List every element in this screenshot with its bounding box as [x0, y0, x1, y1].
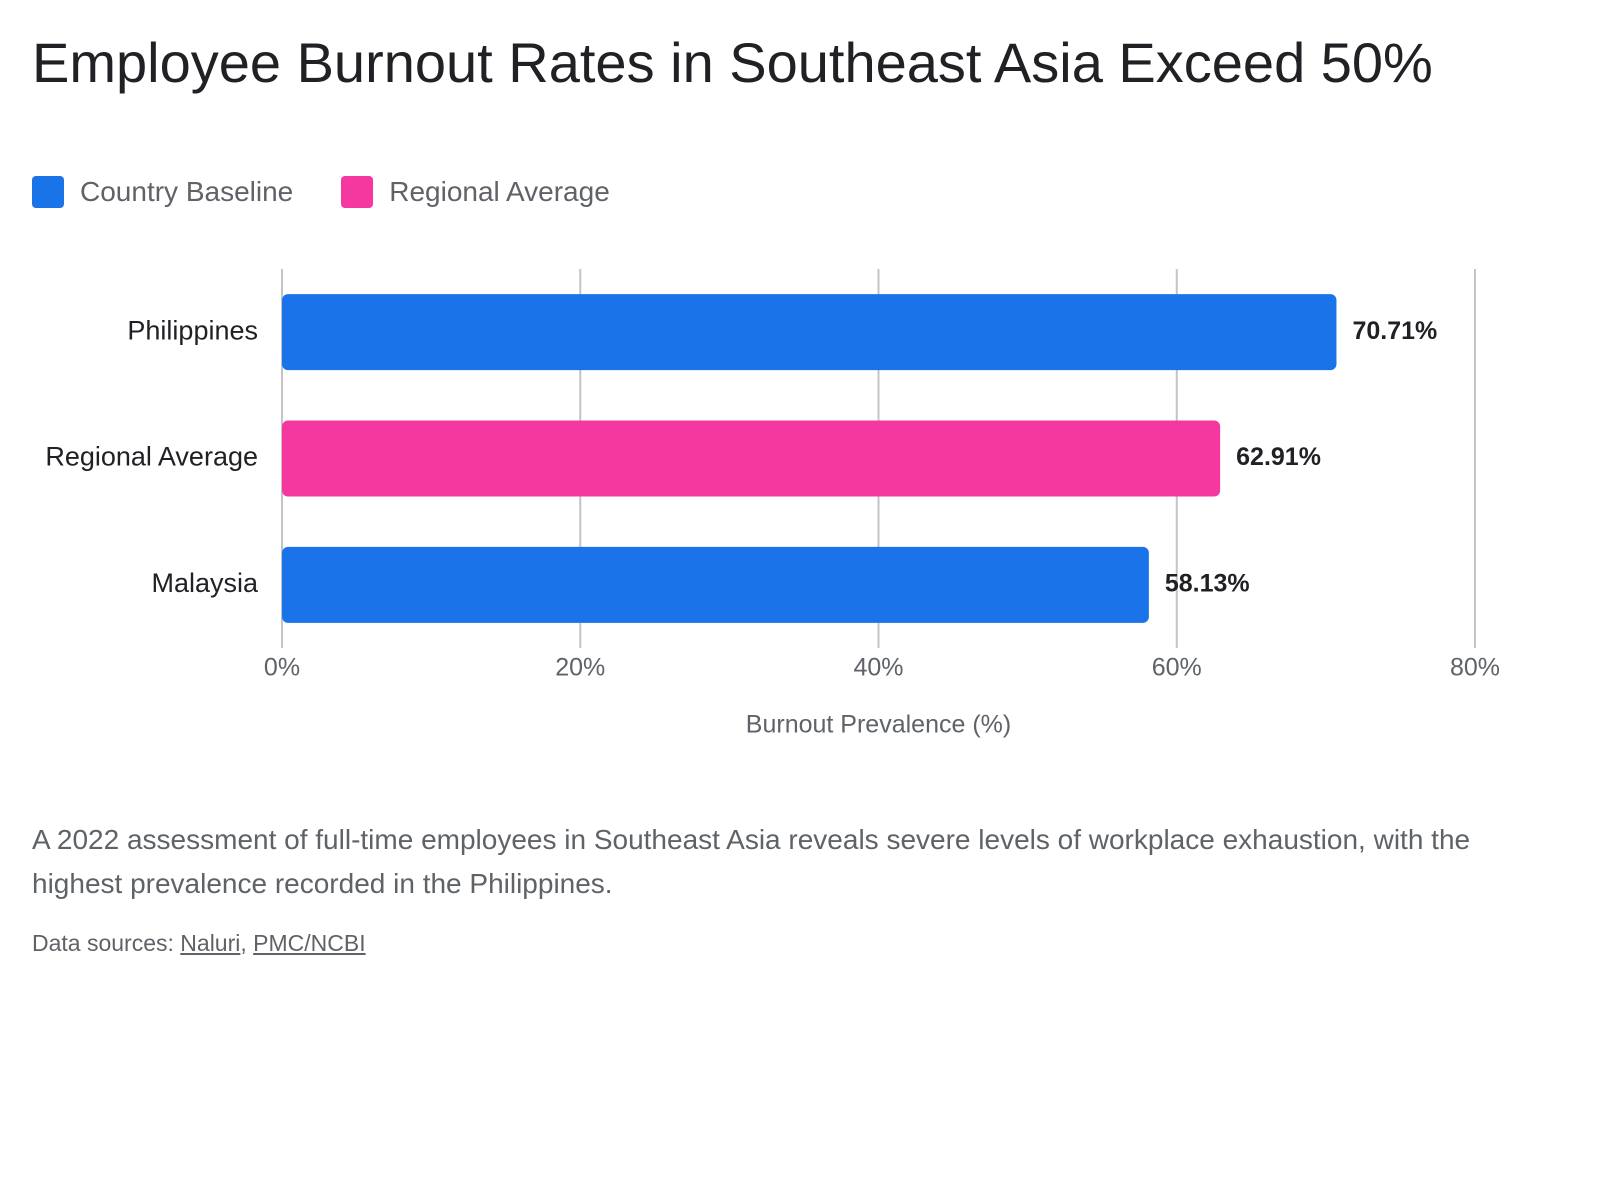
x-tick-label: 20%	[555, 654, 605, 682]
value-label: 58.13%	[1165, 569, 1250, 597]
x-tick-label: 40%	[853, 654, 903, 682]
chart: 0% 20% 40% 60% 80% Burnout Prevalence (%) Phil…	[45, 269, 1500, 739]
value-label: 62.91%	[1236, 443, 1321, 471]
source-link[interactable]: Naluri	[180, 930, 241, 956]
description: A 2022 assessment of full-time employees…	[32, 824, 1471, 899]
x-tick-label: 80%	[1450, 654, 1500, 682]
legend-label: Country Baseline	[80, 176, 294, 207]
bar	[282, 420, 1221, 497]
legend-swatch	[32, 176, 64, 208]
x-tick-label: 60%	[1152, 654, 1202, 682]
legend-label: Regional Average	[389, 176, 610, 207]
y-tick-label: Philippines	[127, 315, 258, 345]
legend-item: Country Baseline	[32, 176, 293, 208]
legend-swatch	[341, 176, 374, 208]
bar	[282, 294, 1337, 371]
x-tick-label: 0%	[264, 654, 300, 682]
y-tick-label: Malaysia	[151, 568, 259, 598]
value-label: 70.71%	[1352, 317, 1437, 345]
sources-label: Data sources:	[32, 930, 174, 956]
legend-item: Regional Average	[341, 176, 610, 208]
y-tick-label: Regional Average	[45, 442, 258, 472]
sources: Data sources: Naluri, PMC/NCBI	[32, 930, 366, 957]
legend: Country Baseline Regional Average	[32, 176, 610, 208]
bar	[282, 546, 1149, 623]
source-link[interactable]: PMC/NCBI	[253, 930, 366, 956]
x-axis-title: Burnout Prevalence (%)	[746, 711, 1011, 739]
separator: ,	[240, 930, 247, 956]
chart-title: Employee Burnout Rates in Southeast Asia…	[32, 31, 1433, 94]
